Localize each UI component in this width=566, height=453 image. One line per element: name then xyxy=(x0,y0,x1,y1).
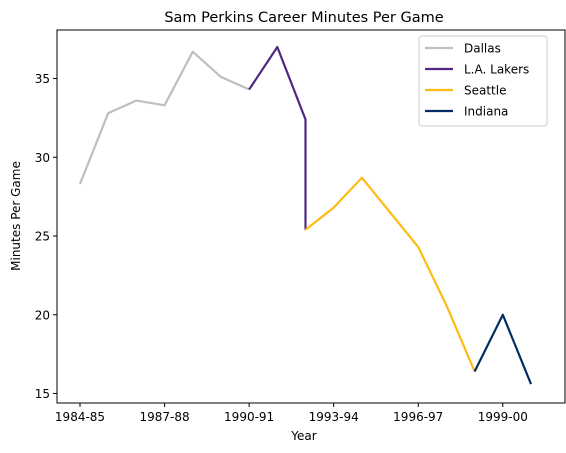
y-tick-label: 15 xyxy=(35,387,50,401)
series-line-l-a-lakers xyxy=(248,45,307,230)
chart-title: Sam Perkins Career Minutes Per Game xyxy=(164,10,443,26)
series-line-dallas xyxy=(78,50,250,185)
legend-label: Seattle xyxy=(464,84,506,98)
x-axis: 1984-85 1987-88 1990-91 1993-94 1996-97 1999-… xyxy=(55,403,528,424)
x-tick-label: 1987-88 xyxy=(139,410,189,424)
x-tick-label: 1999-00 xyxy=(478,410,528,424)
y-axis-label: Minutes Per Game xyxy=(9,161,23,271)
legend: Dallas L.A. Lakers Seattle Indiana xyxy=(418,35,548,127)
x-tick-label: 1993-94 xyxy=(309,410,359,424)
x-tick-label: 1990-91 xyxy=(224,410,274,424)
series-line-indiana xyxy=(473,313,533,385)
x-axis-label: Year xyxy=(290,429,316,443)
y-tick-label: 35 xyxy=(35,72,50,86)
legend-label: L.A. Lakers xyxy=(464,63,529,77)
series-line-seattle xyxy=(304,176,476,372)
y-tick-label: 25 xyxy=(35,230,50,244)
x-tick-label: 1984-85 xyxy=(55,410,105,424)
series-lines xyxy=(78,45,533,385)
legend-box xyxy=(418,35,548,127)
legend-label: Indiana xyxy=(464,105,508,119)
legend-label: Dallas xyxy=(464,42,501,56)
y-axis: 15 20 25 30 35 xyxy=(35,72,57,401)
y-tick-label: 30 xyxy=(35,151,50,165)
x-tick-label: 1996-97 xyxy=(393,410,443,424)
y-tick-label: 20 xyxy=(35,308,50,322)
